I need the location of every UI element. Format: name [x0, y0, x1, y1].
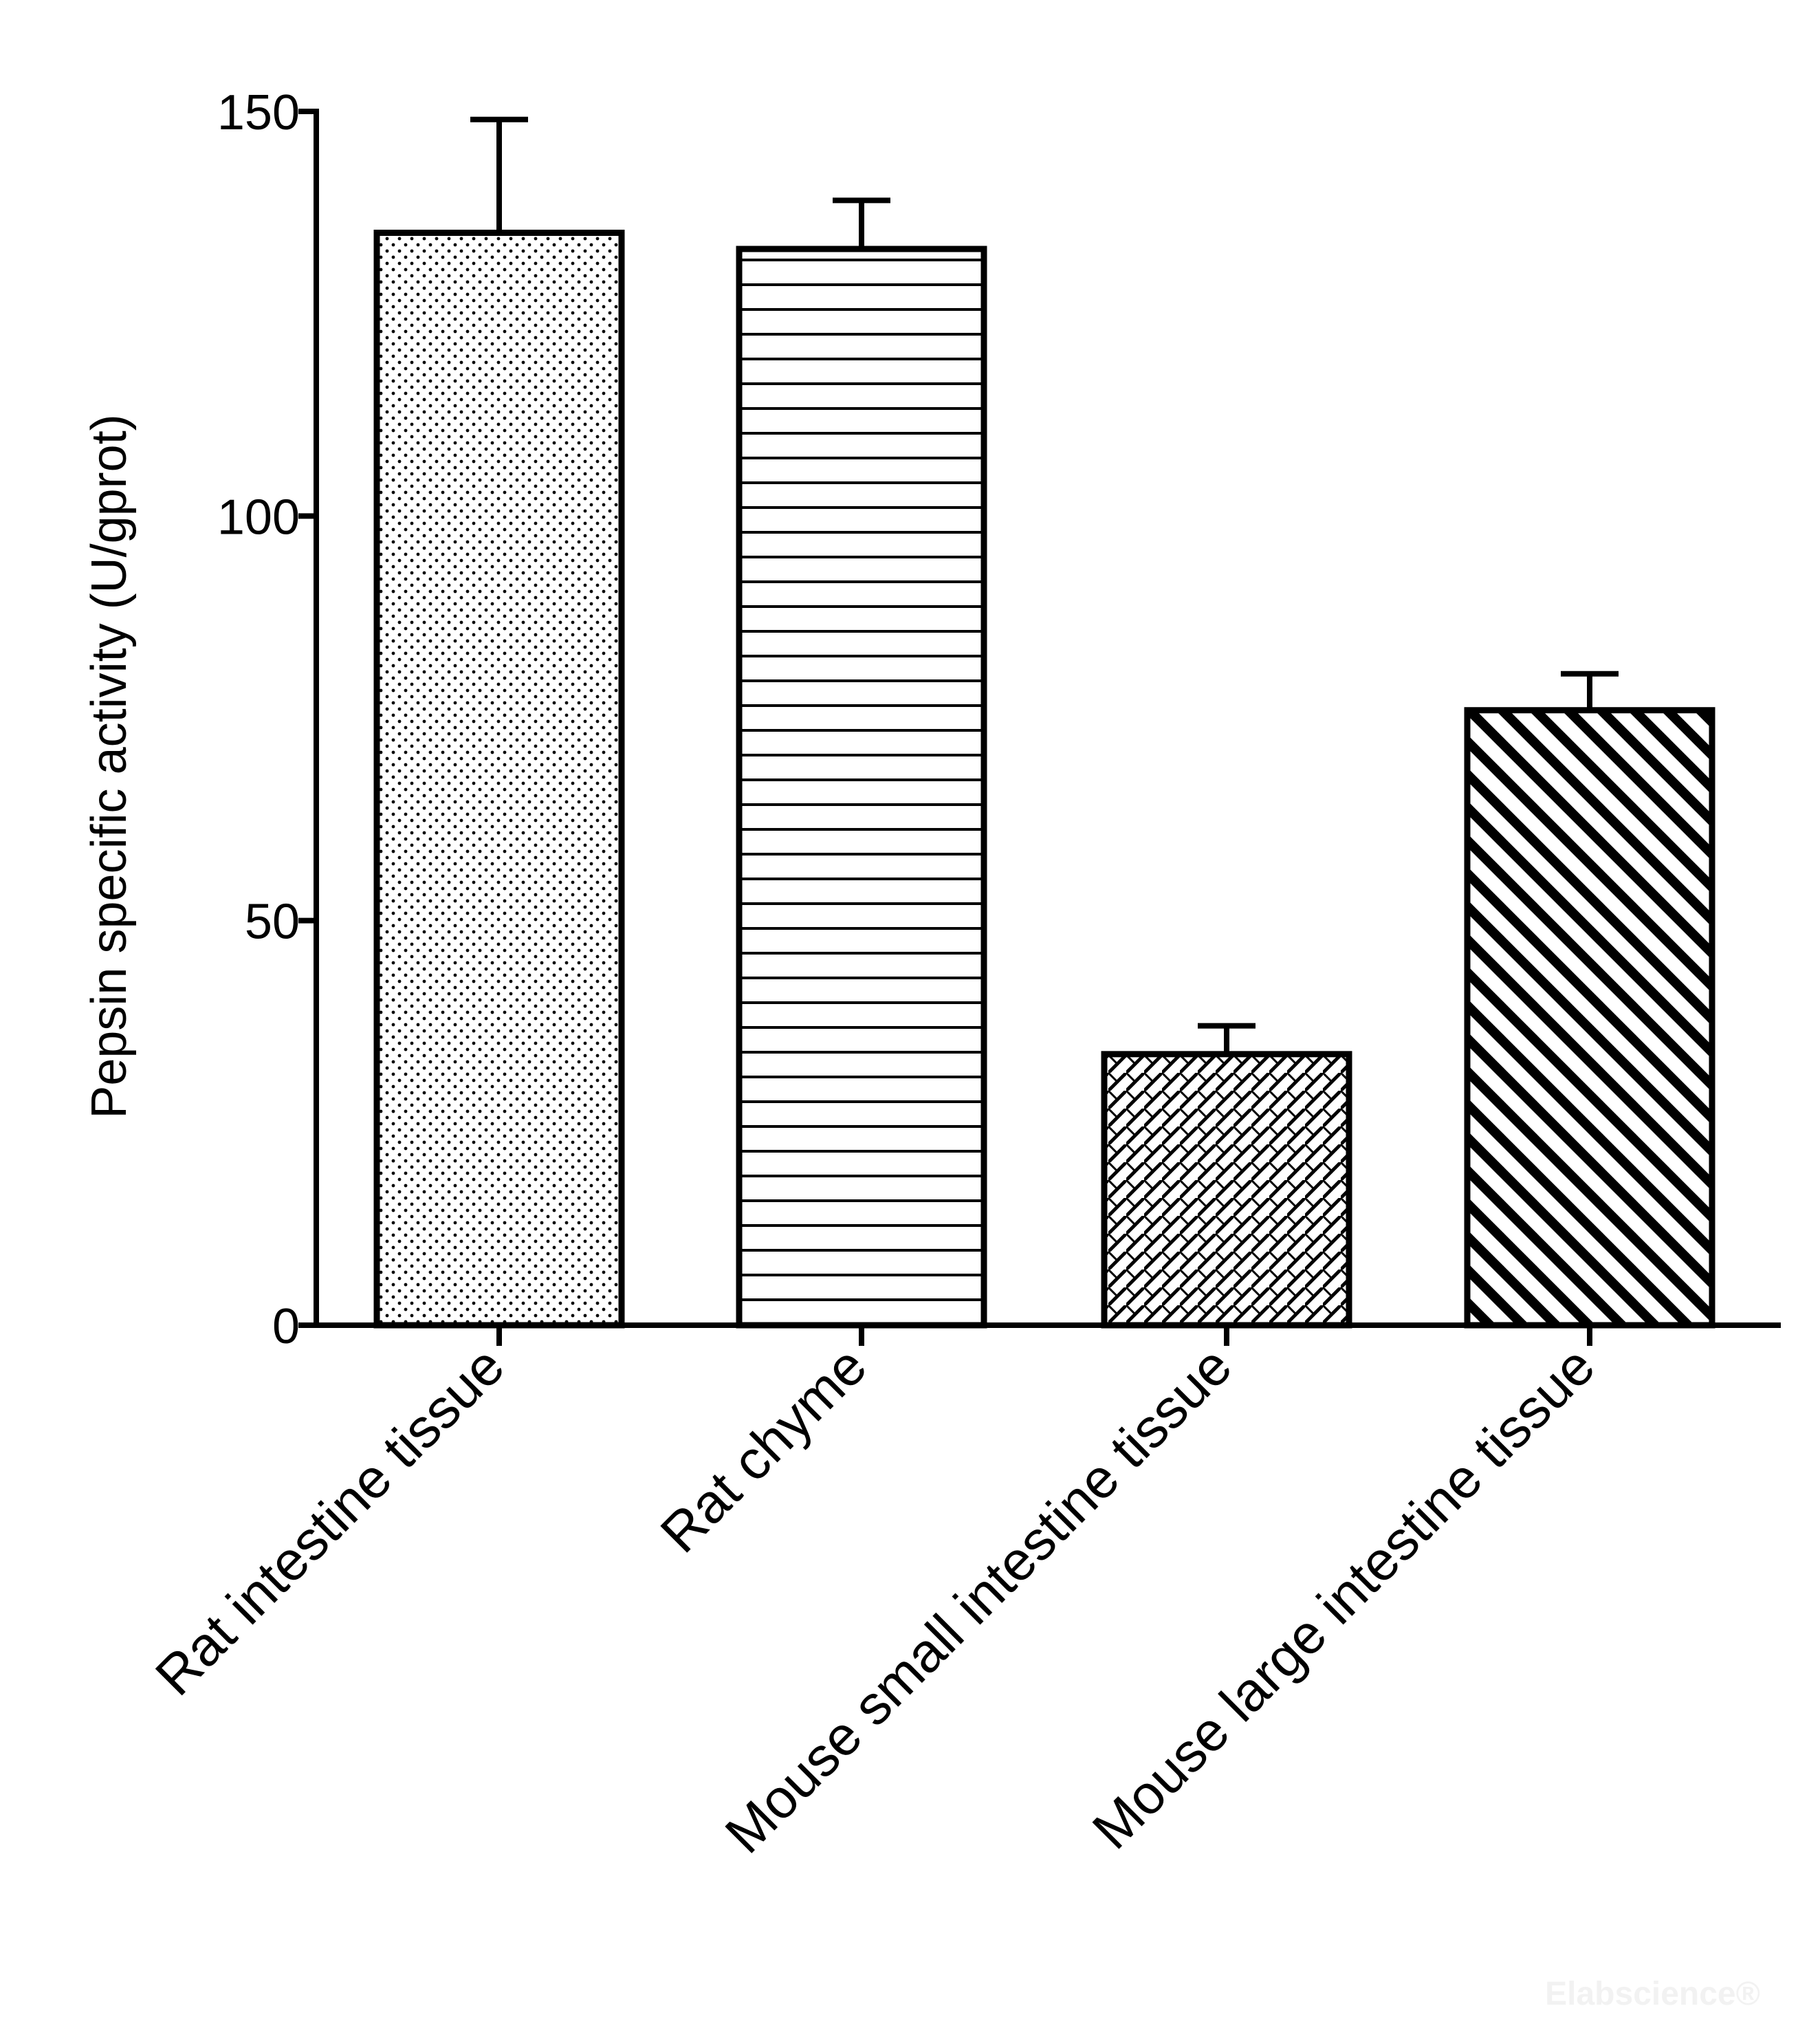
x-tick-label: Rat chyme	[649, 1335, 878, 1564]
bar	[736, 246, 987, 1329]
watermark-logo: Elabscience®	[1545, 1976, 1760, 2012]
y-axis-title: Pepsin specific activity (U/gprot)	[82, 414, 137, 1118]
x-tick-label: Rat intestine tissue	[144, 1335, 516, 1707]
y-tick-label: 50	[245, 895, 300, 950]
y-tick-label: 0	[272, 1299, 300, 1354]
bar	[1464, 707, 1715, 1329]
y-tick-label: 100	[217, 490, 300, 545]
y-tick-label: 150	[217, 85, 300, 140]
bar	[1101, 1051, 1352, 1329]
bar	[373, 230, 625, 1329]
